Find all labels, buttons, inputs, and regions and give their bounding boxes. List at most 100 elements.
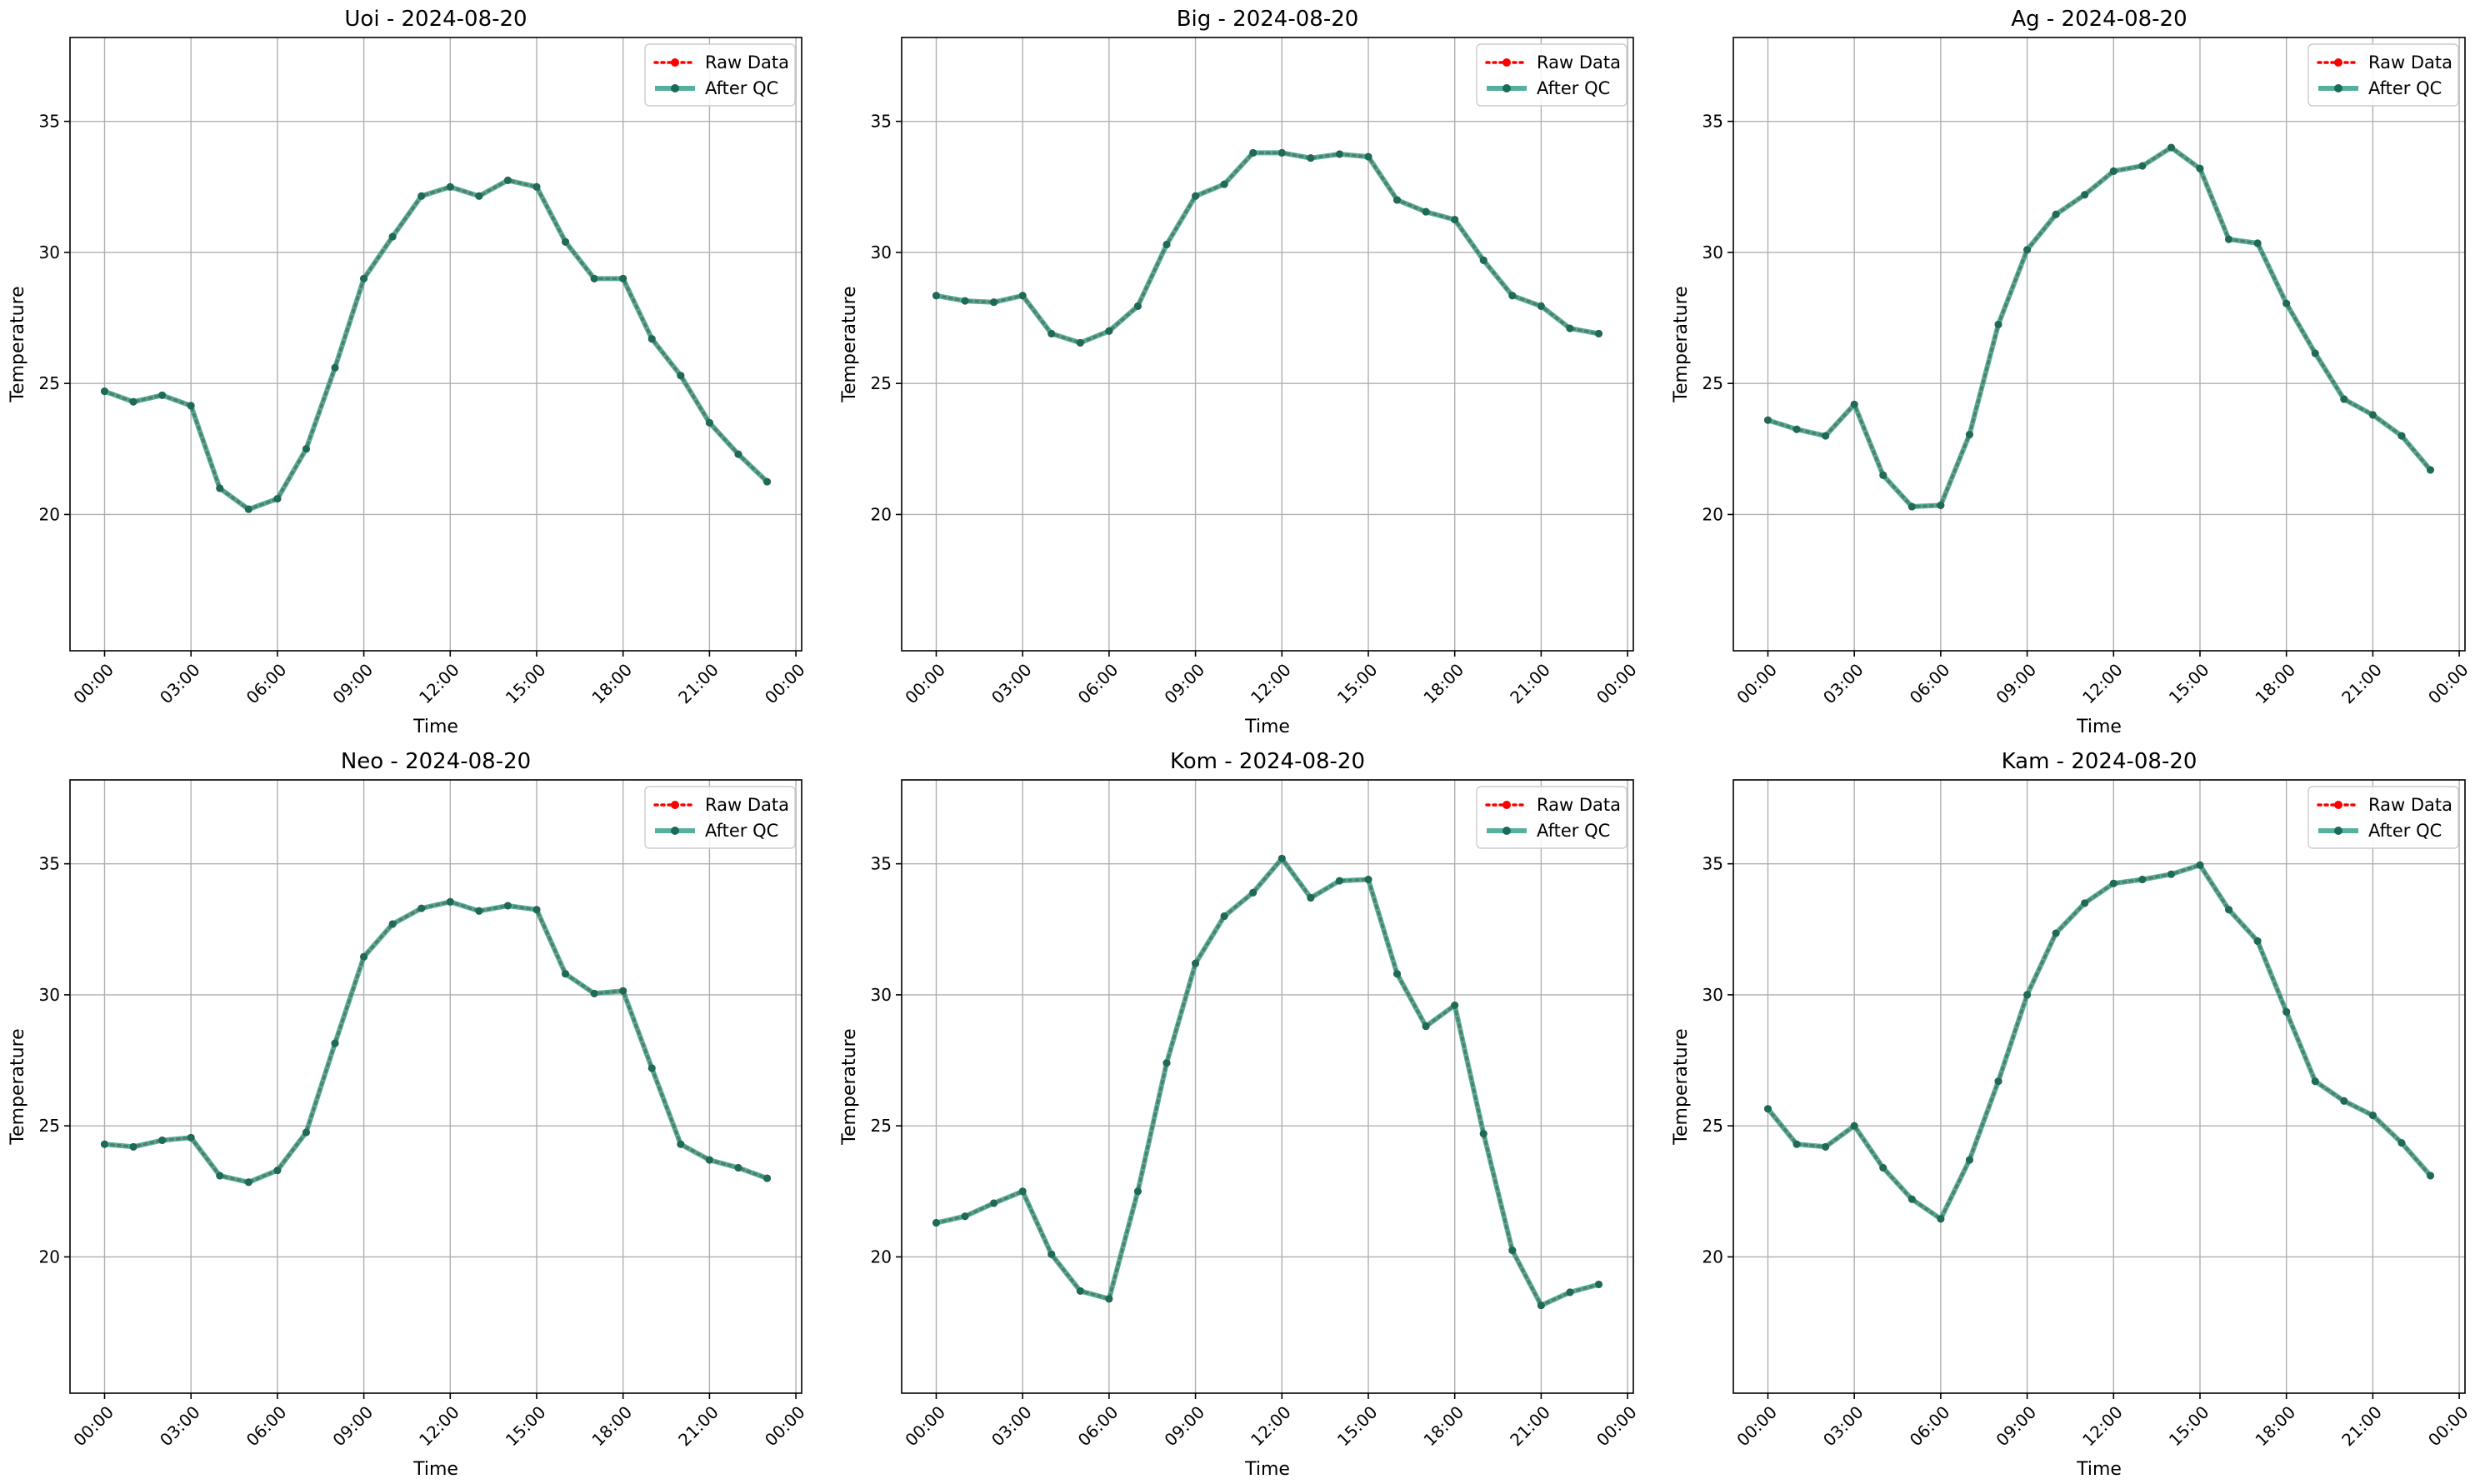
- legend-label: After QC: [2368, 821, 2442, 841]
- data-point-after-qc: [1364, 152, 1372, 161]
- data-point-after-qc: [1965, 1156, 1973, 1164]
- legend-label: After QC: [705, 78, 778, 98]
- y-axis-label: Temperature: [8, 1028, 28, 1145]
- y-tick-label: 25: [871, 1116, 892, 1136]
- data-point-after-qc: [1133, 1187, 1142, 1196]
- x-axis-label: Time: [1244, 717, 1290, 737]
- data-point-after-qc: [446, 182, 454, 191]
- x-tick-label: 03:00: [988, 1402, 1036, 1451]
- legend-label: After QC: [2368, 78, 2442, 98]
- subplot-0: 00:00 03:00 06:00 09:00 12:00 15:00 18:00 21:00…: [8, 7, 809, 737]
- data-point-after-qc: [1908, 502, 1916, 511]
- x-tick-label: 21:00: [674, 1402, 722, 1451]
- y-tick-label: 25: [1702, 373, 1723, 393]
- data-point-after-qc: [2052, 929, 2060, 937]
- data-point-after-qc: [1822, 432, 1830, 440]
- subplot-4: 00:00 03:00 06:00 09:00 12:00 15:00 18:00 21:00…: [839, 749, 1641, 1480]
- data-point-after-qc: [2167, 143, 2175, 152]
- data-point-after-qc: [1937, 1215, 1945, 1223]
- data-point-after-qc: [2052, 210, 2060, 218]
- data-point-after-qc: [1595, 329, 1603, 337]
- legend: Raw Data After QC: [1476, 43, 1628, 107]
- x-tick-label: 18:00: [588, 660, 636, 708]
- legend-marker-raw-data: [671, 801, 679, 809]
- data-point-after-qc: [1249, 148, 1258, 157]
- data-point-after-qc: [1879, 471, 1888, 479]
- x-axis-label: Time: [1244, 1459, 1290, 1480]
- x-tick-label: 12:00: [1247, 1402, 1295, 1451]
- data-point-after-qc: [2109, 167, 2118, 175]
- data-point-after-qc: [1451, 1001, 1459, 1009]
- x-tick-label: 15:00: [502, 1402, 550, 1451]
- data-point-after-qc: [1422, 1022, 1430, 1031]
- data-point-after-qc: [244, 1178, 252, 1187]
- data-point-after-qc: [734, 1164, 742, 1172]
- data-point-after-qc: [1220, 180, 1228, 188]
- data-point-after-qc: [2311, 1077, 2319, 1086]
- data-point-after-qc: [619, 987, 628, 995]
- data-point-after-qc: [244, 505, 252, 513]
- data-point-after-qc: [1335, 877, 1343, 885]
- x-tick-label: 06:00: [1074, 660, 1122, 708]
- data-point-after-qc: [990, 1199, 998, 1207]
- data-point-after-qc: [1162, 240, 1171, 248]
- data-point-after-qc: [1792, 1140, 1801, 1148]
- x-tick-label: 00:00: [69, 1402, 118, 1451]
- data-point-after-qc: [1822, 1142, 1830, 1151]
- data-point-after-qc: [1422, 207, 1430, 216]
- data-point-after-qc: [418, 904, 426, 912]
- data-point-after-qc: [562, 970, 570, 978]
- x-tick-label: 21:00: [1506, 660, 1554, 708]
- data-point-after-qc: [1994, 320, 2002, 328]
- y-tick-label: 30: [1702, 242, 1723, 262]
- plot-frame: [1732, 779, 2466, 1394]
- data-point-after-qc: [1018, 292, 1027, 300]
- data-point-after-qc: [1994, 1077, 2002, 1086]
- data-point-after-qc: [1278, 148, 1286, 157]
- y-tick-label: 25: [39, 1116, 60, 1136]
- legend-label: Raw Data: [705, 795, 789, 815]
- data-point-after-qc: [734, 450, 742, 458]
- x-tick-label: 18:00: [1419, 660, 1468, 708]
- data-point-after-qc: [1133, 302, 1142, 310]
- data-point-after-qc: [961, 1212, 969, 1221]
- y-tick-label: 25: [871, 373, 892, 393]
- data-point-after-qc: [446, 897, 454, 906]
- data-point-after-qc: [2109, 879, 2118, 887]
- legend: Raw Data After QC: [644, 786, 796, 849]
- series-line-raw-data: [934, 856, 1601, 1307]
- legend-marker-after-qc: [2334, 827, 2342, 835]
- data-point-after-qc: [1595, 1280, 1603, 1288]
- data-point-after-qc: [2225, 235, 2233, 243]
- data-point-after-qc: [475, 907, 483, 915]
- y-tick-label: 35: [871, 854, 892, 874]
- legend-marker-after-qc: [671, 827, 679, 835]
- data-point-after-qc: [1364, 876, 1372, 884]
- x-tick-label: 12:00: [2078, 1402, 2127, 1451]
- legend-label: Raw Data: [2368, 795, 2452, 815]
- subplot-title: Neo - 2024-08-20: [341, 749, 531, 774]
- data-point-after-qc: [1393, 196, 1402, 204]
- y-tick-label: 25: [1702, 1116, 1723, 1136]
- x-tick-label: 00:00: [761, 660, 809, 708]
- data-point-after-qc: [1192, 959, 1200, 967]
- data-point-after-qc: [2138, 876, 2147, 884]
- y-tick-label: 35: [1702, 854, 1723, 874]
- x-tick-label: 03:00: [988, 660, 1036, 708]
- data-point-after-qc: [1451, 216, 1459, 224]
- data-point-after-qc: [1192, 192, 1200, 200]
- data-point-after-qc: [619, 274, 628, 282]
- subplot-title: Uoi - 2024-08-20: [344, 7, 527, 32]
- data-point-after-qc: [1879, 1164, 1888, 1172]
- data-point-after-qc: [705, 418, 713, 427]
- x-tick-label: 21:00: [674, 660, 722, 708]
- x-axis-label: Time: [412, 717, 458, 737]
- x-tick-label: 06:00: [1906, 1402, 1954, 1451]
- plot-frame: [901, 37, 1634, 652]
- x-tick-label: 06:00: [242, 1402, 291, 1451]
- data-point-after-qc: [100, 387, 108, 396]
- data-point-after-qc: [990, 298, 998, 307]
- legend-marker-after-qc: [2334, 84, 2342, 92]
- data-point-after-qc: [1076, 1287, 1084, 1295]
- subplot-title: Ag - 2024-08-20: [2011, 7, 2187, 32]
